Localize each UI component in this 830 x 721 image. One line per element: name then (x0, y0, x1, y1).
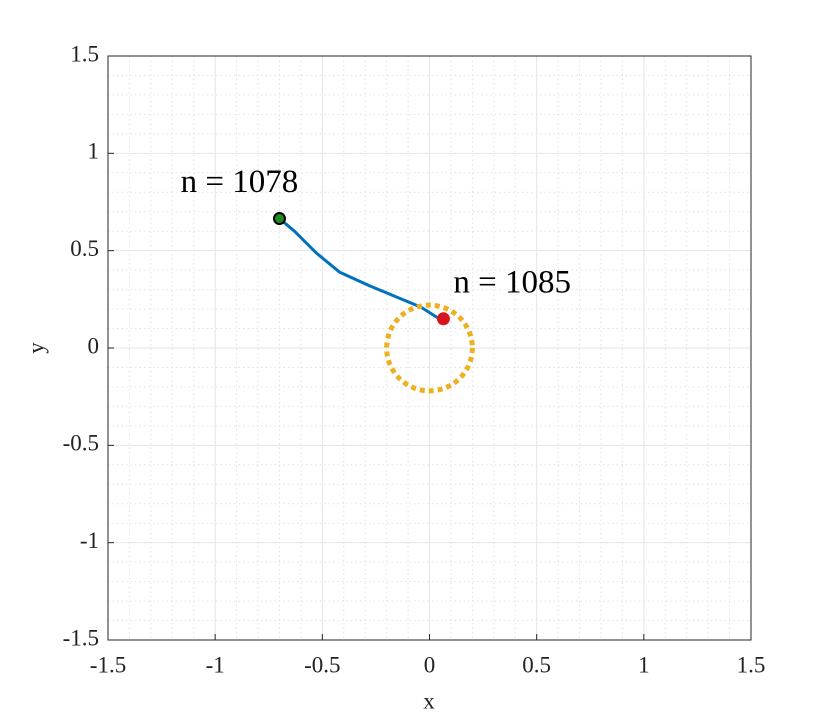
x-tick-label: -0.5 (304, 652, 340, 677)
annotation: n = 1085 (453, 264, 571, 300)
y-tick-label: 0 (88, 333, 100, 358)
y-tick-label: 1 (88, 139, 100, 164)
y-tick-label: 1.5 (70, 41, 99, 66)
target-circle (384, 302, 475, 394)
x-tick-label: 0 (424, 652, 436, 677)
x-tick-label: 0.5 (522, 652, 551, 677)
y-axis-label: y (23, 342, 48, 354)
axes-box (107, 55, 752, 641)
x-tick-label: -1.5 (90, 652, 126, 677)
point-marker (436, 312, 450, 326)
x-tick-label: 1 (638, 652, 650, 677)
y-tick-label: -0.5 (63, 431, 99, 456)
x-tick-label: 1.5 (737, 652, 766, 677)
x-axis-label: x (423, 688, 435, 713)
y-tick-label: -1.5 (63, 625, 99, 650)
x-tick-label: -1 (206, 652, 225, 677)
y-tick-label: -1 (80, 528, 99, 553)
annotation: n = 1078 (181, 164, 299, 200)
point-marker (272, 212, 286, 226)
y-tick-label: 0.5 (70, 236, 99, 261)
